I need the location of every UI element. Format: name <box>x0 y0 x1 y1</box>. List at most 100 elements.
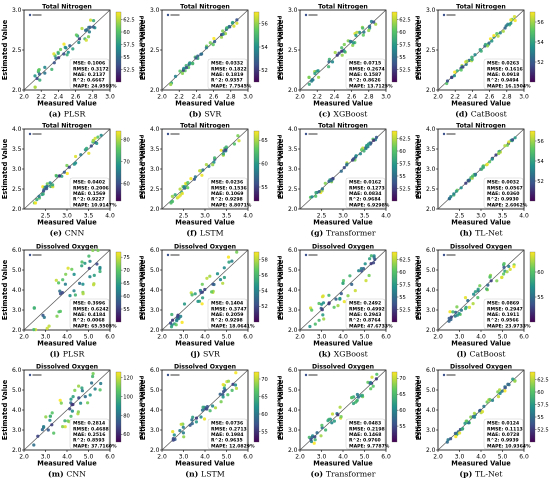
scatter-point <box>445 79 450 83</box>
y-axis-label: Estimated Value <box>277 259 285 320</box>
scatter-point <box>494 153 498 157</box>
scatter-point <box>50 67 54 71</box>
y-tick-label: 2.0 <box>12 87 22 94</box>
metric-text: MSE: 0.0236 <box>211 180 243 186</box>
scatter-point <box>62 52 66 56</box>
scatter-point <box>200 408 205 412</box>
caption-model: TL-Net <box>475 229 503 238</box>
scatter-point <box>453 70 457 74</box>
x-tick-label: 3.0 <box>317 334 327 341</box>
x-tick-label: 2.6 <box>209 94 219 101</box>
scatter-point <box>326 419 330 423</box>
scatter-point <box>80 26 84 31</box>
scatter-point <box>54 56 58 60</box>
scatter-point <box>338 296 342 301</box>
scatter-point <box>83 261 87 265</box>
scatter-point <box>80 260 84 264</box>
x-tick-label: 6.0 <box>381 454 391 461</box>
scatter-point <box>457 311 461 316</box>
legend-marker <box>28 132 32 136</box>
y-tick-label: 4.0 <box>288 287 298 294</box>
y-tick-label: 6.0 <box>288 367 298 374</box>
metric-text: R^2: 0.9930 <box>487 197 519 203</box>
x-axis-label: Measured Value <box>313 219 373 227</box>
scatter-point <box>87 151 91 155</box>
scatter-point <box>98 265 102 270</box>
x-tick-label: 3.0 <box>179 334 189 341</box>
scatter-point <box>36 68 41 72</box>
colorbar-tick-label: 58 <box>261 258 268 264</box>
scatter-point <box>202 417 207 421</box>
scatter-point <box>43 65 47 69</box>
scatter-point <box>215 272 220 276</box>
scatter-point <box>182 435 186 439</box>
scatter-point <box>327 301 331 305</box>
metrics-box <box>69 58 110 90</box>
scatter-point <box>91 138 95 143</box>
scatter-point <box>317 190 321 194</box>
metric-text: R^2: 0.9227 <box>73 197 105 203</box>
colorbar-tick-label: 55 <box>399 295 406 301</box>
scatter-point <box>72 162 76 166</box>
x-tick-label: 3.0 <box>105 94 115 101</box>
scatter-point <box>58 289 62 293</box>
legend-label <box>308 133 318 135</box>
scatter-point <box>98 269 102 274</box>
colorbar-label: Prediction Error Size <box>138 135 144 198</box>
colorbar-tick-label: 65 <box>261 394 268 400</box>
y-tick-label: 4.0 <box>426 407 436 414</box>
legend-marker <box>442 253 446 257</box>
scatter-point <box>188 423 192 427</box>
y-tick-label: 3.0 <box>12 427 22 434</box>
x-tick-label: 6.0 <box>243 454 253 461</box>
scatter-point <box>91 374 95 379</box>
panel-title: Total Nitrogen <box>42 4 92 11</box>
colorbar-tick-label: 55 <box>123 55 130 61</box>
scatter-point <box>227 24 231 29</box>
scatter-point <box>317 318 321 322</box>
colorbar <box>253 130 260 202</box>
colorbar-tick-label: 62.5 <box>537 377 549 383</box>
y-tick-label: 5.0 <box>12 267 22 274</box>
scatter-point <box>236 134 240 138</box>
y-tick-label: 4.0 <box>426 126 436 133</box>
caption-model: CatBoost <box>471 110 508 119</box>
scatter-point <box>362 149 366 153</box>
scatter-point <box>48 414 52 418</box>
scatter-point <box>178 187 182 191</box>
legend-marker <box>166 13 170 17</box>
scatter-point <box>79 401 83 405</box>
scatter-point <box>445 440 449 444</box>
panel-title: Dissolved Oxygen <box>450 244 512 251</box>
scatter-point <box>336 413 340 417</box>
scatter-point <box>496 395 501 399</box>
colorbar-tick-label: 60 <box>123 294 130 300</box>
colorbar-label: Prediction Error Size <box>138 376 144 439</box>
scatter-point <box>87 254 91 258</box>
metric-text: MAE: 0.1819 <box>211 72 243 78</box>
x-tick-label: 2.6 <box>347 94 357 101</box>
scatter-point <box>495 32 499 36</box>
metrics-box <box>483 418 524 450</box>
scatter-point <box>368 24 372 28</box>
x-tick-label: 4.0 <box>381 213 391 220</box>
colorbar-tick-label: 100 <box>123 394 133 400</box>
panel-title: Dissolved Oxygen <box>36 364 98 371</box>
scatter-point <box>320 302 324 306</box>
scatter-point <box>506 382 510 386</box>
x-tick-label: 4.0 <box>476 454 486 461</box>
scatter-point <box>476 287 480 291</box>
metric-text: R^2: 0.9494 <box>487 78 519 84</box>
scatter-point <box>374 22 378 26</box>
metric-text: RMSE: 0.2674 <box>349 66 385 72</box>
x-tick-label: 2.2 <box>312 94 322 101</box>
y-tick-label: 6.0 <box>426 367 436 374</box>
scatter-point <box>48 418 52 422</box>
scatter-point <box>204 163 208 167</box>
legend-label <box>170 254 180 256</box>
scatter-point <box>489 279 493 283</box>
scatter-point <box>356 395 360 399</box>
legend-label <box>170 14 180 16</box>
scatter-point <box>226 255 231 259</box>
